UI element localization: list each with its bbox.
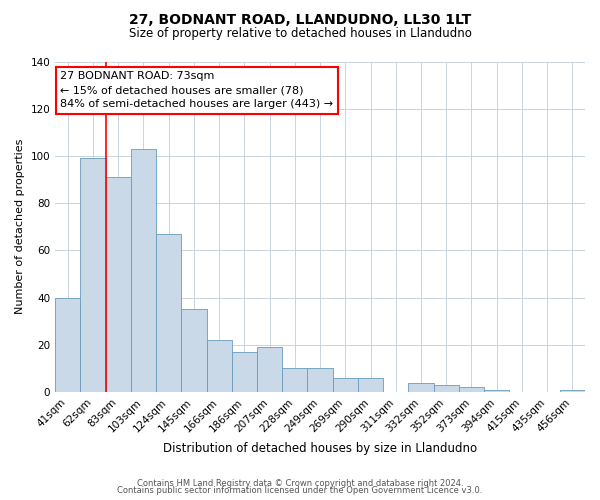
Bar xyxy=(232,352,257,392)
Bar xyxy=(80,158,106,392)
Text: Contains public sector information licensed under the Open Government Licence v3: Contains public sector information licen… xyxy=(118,486,482,495)
Bar xyxy=(484,390,509,392)
Bar xyxy=(282,368,307,392)
Text: 27 BODNANT ROAD: 73sqm
← 15% of detached houses are smaller (78)
84% of semi-det: 27 BODNANT ROAD: 73sqm ← 15% of detached… xyxy=(61,72,334,110)
Bar xyxy=(131,149,156,392)
Bar xyxy=(560,390,585,392)
Bar xyxy=(181,310,206,392)
Bar xyxy=(206,340,232,392)
Text: 27, BODNANT ROAD, LLANDUDNO, LL30 1LT: 27, BODNANT ROAD, LLANDUDNO, LL30 1LT xyxy=(129,12,471,26)
Y-axis label: Number of detached properties: Number of detached properties xyxy=(15,139,25,314)
Text: Size of property relative to detached houses in Llandudno: Size of property relative to detached ho… xyxy=(128,28,472,40)
X-axis label: Distribution of detached houses by size in Llandudno: Distribution of detached houses by size … xyxy=(163,442,477,455)
Bar xyxy=(332,378,358,392)
Bar xyxy=(459,387,484,392)
Bar xyxy=(409,382,434,392)
Bar xyxy=(55,298,80,392)
Bar xyxy=(434,385,459,392)
Bar xyxy=(307,368,332,392)
Text: Contains HM Land Registry data © Crown copyright and database right 2024.: Contains HM Land Registry data © Crown c… xyxy=(137,478,463,488)
Bar xyxy=(257,347,282,392)
Bar xyxy=(106,177,131,392)
Bar xyxy=(358,378,383,392)
Bar xyxy=(156,234,181,392)
